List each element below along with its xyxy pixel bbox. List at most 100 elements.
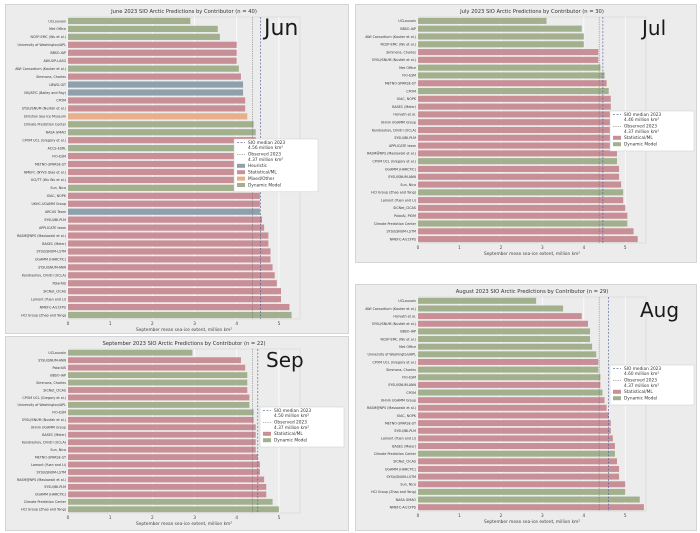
category-label: HCI Group (Zhao and Yang) — [371, 490, 416, 494]
category-label: Simmons, Charles — [36, 75, 66, 79]
chart-title: July 2023 SIO Arctic Predictions by Cont… — [459, 9, 604, 15]
legend-box — [609, 110, 695, 152]
category-label: AWI Consortium (Kauker et al.) — [365, 307, 416, 311]
bar — [68, 296, 282, 303]
bar — [418, 189, 624, 196]
bar — [68, 349, 193, 356]
category-label: Climate Prediction Center — [374, 222, 417, 226]
legend-label: SIO median 2023 — [624, 112, 661, 118]
month-label: Aug — [640, 298, 679, 322]
bar — [418, 80, 607, 87]
bar — [68, 160, 258, 168]
category-label: UCLouvain — [48, 19, 66, 23]
category-label: BASEC (Meier) — [392, 444, 416, 448]
month-label: Jun — [262, 16, 298, 41]
bar — [418, 412, 609, 419]
chart-title: August 2023 SIO Arctic Predictions by Co… — [456, 289, 609, 295]
x-tick-label: 2 — [151, 321, 154, 326]
category-label: ARCUS Team — [45, 210, 66, 214]
x-axis-label: September mean sea-ice extent, million k… — [484, 519, 580, 525]
legend-swatch — [613, 135, 621, 140]
bar — [418, 336, 591, 343]
bar — [418, 56, 599, 63]
category-label: RASM@NPS (Maslowski et al.) — [17, 478, 66, 482]
category-label: METNO-SPARSE-ST — [35, 455, 67, 459]
bar — [418, 49, 599, 56]
bar — [68, 145, 258, 152]
bar — [418, 142, 615, 149]
category-label: SYSU/SNUM-LSTM — [386, 475, 416, 479]
bar — [68, 387, 248, 393]
legend-swatch — [237, 163, 245, 168]
category-label: BASEC (Meier) — [42, 242, 66, 246]
bar — [68, 248, 271, 255]
category-label: ACCS-ESRL — [48, 146, 67, 150]
bar — [68, 65, 239, 72]
bar — [418, 158, 617, 165]
category-label: FIO-ESM — [52, 154, 66, 158]
bar — [68, 41, 237, 48]
category-label: Met Office — [399, 345, 416, 349]
category-label: UKHC-UGAMM Group — [31, 202, 66, 206]
legend-swatch — [237, 183, 245, 187]
bar — [418, 220, 628, 227]
category-label: NASA GMAO — [396, 498, 417, 502]
legend-swatch — [613, 142, 621, 147]
category-label: UHnm UGAMM Group — [31, 426, 66, 430]
category-label: University of Washington/APL — [18, 403, 67, 407]
bar — [68, 121, 254, 128]
x-tick-label: 4 — [582, 513, 585, 518]
category-label: UHnm UGAMM Group — [381, 398, 416, 402]
category-label: Shirshov Sea Ice Museum — [24, 115, 66, 119]
category-label: PolarAIS — [53, 282, 67, 286]
bar — [418, 111, 611, 118]
legend-label: Observed 2023 — [624, 124, 657, 130]
legend-label: Dynamic Model — [274, 438, 307, 444]
category-label: NMEFC (NYVS Qiao et al.) — [24, 170, 66, 174]
category-label: CPOM — [406, 89, 416, 93]
category-label: SYSU/SNUM-LSTM — [36, 250, 66, 254]
bar — [68, 431, 256, 438]
legend-box — [259, 406, 345, 448]
category-label: SYSU/SNUM-LSTM — [36, 470, 66, 474]
x-tick-label: 0 — [67, 321, 70, 326]
category-label: UCLouvain — [48, 351, 66, 355]
category-label: UGAMM (HARCTIC) — [385, 467, 416, 471]
x-tick-label: 1 — [458, 245, 461, 250]
bar — [418, 343, 593, 350]
category-label: Climate Prediction Center — [374, 452, 417, 456]
x-tick-label: 4 — [235, 321, 238, 326]
bar — [68, 476, 265, 483]
category-label: NCEP-EMC (Wu et al.) — [31, 35, 66, 39]
bar — [68, 372, 248, 378]
bar — [418, 64, 601, 71]
bar — [418, 374, 601, 381]
panel-september: September 2023 SIO Arctic Predictions by… — [5, 336, 349, 531]
bar — [418, 41, 584, 48]
bar — [68, 439, 256, 446]
x-tick-label: 5 — [278, 321, 281, 326]
legend-label: 4.37 million km² — [624, 129, 659, 135]
category-label: APPLICATE team — [39, 226, 66, 230]
legend-label: SIO median 2023 — [248, 140, 285, 146]
chart-svg: September 2023 SIO Arctic Predictions by… — [17, 341, 345, 527]
bar — [418, 504, 644, 511]
category-label: University of Washington/APL — [368, 353, 417, 357]
category-label: SYSU/SNUM (Nusfah et al.) — [22, 107, 66, 111]
category-label: UCLouvain — [398, 299, 416, 303]
category-label: Horvath et al. — [393, 314, 416, 318]
category-label: SYSU/SNUM-ANN — [388, 383, 416, 387]
legend-label: Statistical/ML — [274, 431, 303, 437]
category-label: RASM@NPS (Maslowski et al.) — [17, 234, 66, 238]
bar — [68, 484, 267, 490]
category-label: Climate Prediction Center — [24, 123, 67, 127]
x-tick-label: 0 — [417, 513, 420, 518]
legend-label: Heuristic — [248, 163, 268, 169]
bar — [418, 389, 603, 396]
bar — [68, 272, 275, 279]
x-tick-label: 3 — [541, 513, 544, 518]
category-label: NASA GMAO — [46, 131, 67, 135]
category-label: IOAC, NOPK — [47, 194, 67, 198]
bar — [418, 358, 599, 365]
bar — [68, 357, 241, 364]
